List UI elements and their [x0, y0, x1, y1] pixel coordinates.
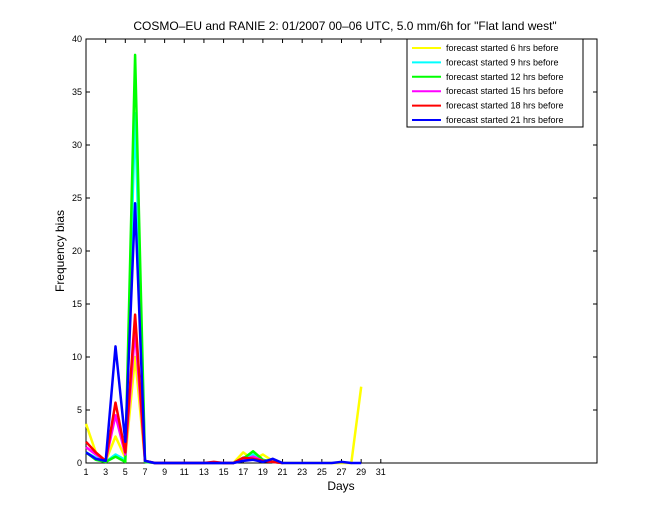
- x-tick-label: 25: [317, 467, 327, 477]
- x-tick-label: 17: [238, 467, 248, 477]
- legend-entry: forecast started 12 hrs before: [446, 72, 564, 82]
- legend-box: [406, 38, 584, 128]
- y-tick-label: 5: [77, 405, 82, 415]
- legend: forecast started 6 hrs before forecast st…: [406, 38, 584, 128]
- y-tick-label: 20: [72, 246, 82, 256]
- x-axis-label: Days: [327, 479, 354, 493]
- legend-entry: forecast started 6 hrs before: [446, 43, 559, 53]
- chart-title: COSMO–EU and RANIE 2: 01/2007 00–06 UTC,…: [133, 19, 556, 33]
- y-axis: 0 5 10 15 20 25 30 35 40: [72, 34, 597, 468]
- x-tick-label: 31: [376, 467, 386, 477]
- y-tick-label: 40: [72, 34, 82, 44]
- x-tick-label: 5: [123, 467, 128, 477]
- series-line-5: [85, 202, 362, 465]
- x-tick-label: 23: [297, 467, 307, 477]
- x-axis: 1 3 5 7 9 11 13 15 17 19 21 23 25 27 29 31: [83, 39, 386, 477]
- x-tick-label: 27: [336, 467, 346, 477]
- y-tick-label: 35: [72, 87, 82, 97]
- x-tick-label: 21: [278, 467, 288, 477]
- legend-entry: forecast started 18 hrs before: [446, 101, 564, 111]
- x-tick-label: 1: [83, 467, 88, 477]
- x-tick-label: 29: [356, 467, 366, 477]
- x-tick-label: 3: [103, 467, 108, 477]
- legend-entry: forecast started 15 hrs before: [446, 86, 564, 96]
- y-tick-label: 0: [77, 458, 82, 468]
- x-tick-label: 19: [258, 467, 268, 477]
- y-tick-label: 15: [72, 299, 82, 309]
- x-tick-label: 9: [162, 467, 167, 477]
- legend-entry: forecast started 21 hrs before: [446, 115, 564, 125]
- x-tick-label: 7: [142, 467, 147, 477]
- x-tick-label: 11: [180, 467, 189, 477]
- series-lines: [84, 53, 363, 465]
- x-tick-label: 15: [219, 467, 229, 477]
- x-tick-label: 13: [199, 467, 209, 477]
- y-axis-label: Frequency bias: [53, 210, 67, 292]
- y-tick-label: 10: [72, 352, 82, 362]
- legend-entry: forecast started 9 hrs before: [446, 57, 559, 67]
- y-tick-label: 30: [72, 140, 82, 150]
- y-tick-label: 25: [72, 193, 82, 203]
